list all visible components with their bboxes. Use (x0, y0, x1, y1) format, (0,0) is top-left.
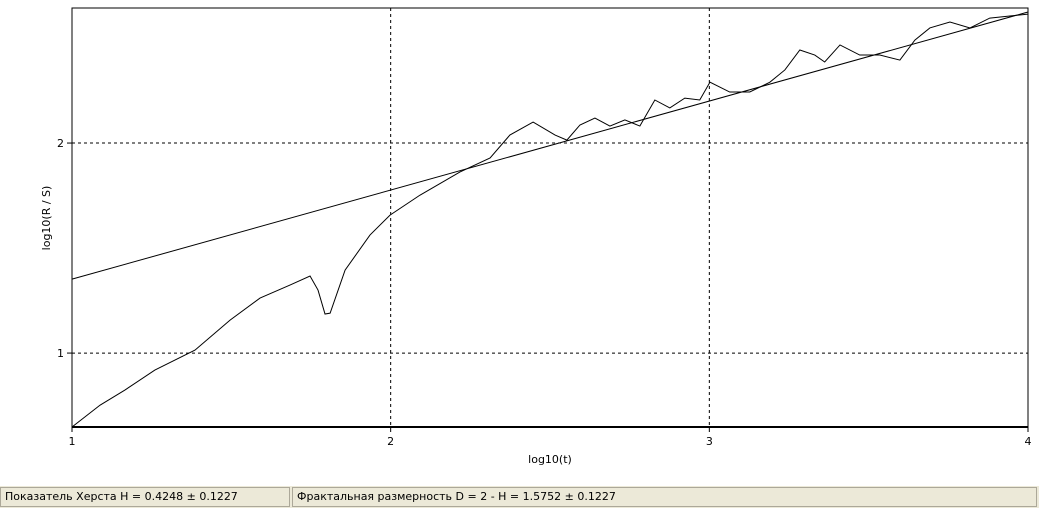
line-series (71, 11, 1029, 280)
line-series (71, 13, 1029, 428)
x-axis-label: log10(t) (528, 453, 572, 466)
x-tick-label: 1 (69, 435, 76, 448)
x-tick-label: 2 (387, 435, 394, 448)
y-axis-label: log10(R / S) (40, 186, 53, 251)
x-tick-label: 4 (1025, 435, 1032, 448)
status-bar: Показатель Херста H = 0.4248 ± 0.1227 Фр… (0, 486, 1039, 508)
x-tick-label: 3 (706, 435, 713, 448)
y-tick-label: 1 (57, 347, 64, 360)
plot-area (71, 7, 1029, 428)
status-panel: Фрактальная размерность D = 2 - H = 1.57… (292, 487, 1037, 507)
chart: log10(t) log10(R / S) 1 2 3 4 1 2 (40, 7, 1032, 466)
y-tick-label: 2 (57, 137, 64, 150)
status-panel: Показатель Херста H = 0.4248 ± 0.1227 (0, 487, 290, 507)
